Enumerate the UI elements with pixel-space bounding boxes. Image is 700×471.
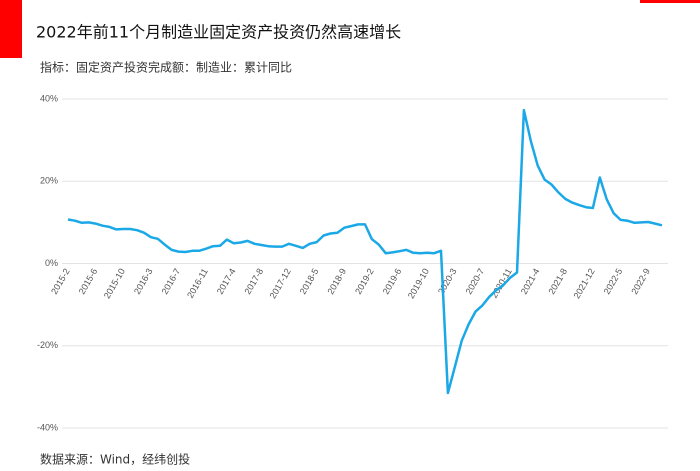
- x-tick-label: 2017-4: [215, 267, 238, 296]
- x-tick-label: 2016-3: [132, 267, 155, 296]
- source: 数据来源：Wind，经纬创投: [40, 452, 190, 467]
- x-tick-label: 2015-10: [102, 267, 127, 301]
- x-tick-label: 2020-7: [464, 267, 487, 296]
- x-tick-label: 2022-5: [602, 267, 625, 296]
- y-tick-label: 40%: [40, 93, 58, 103]
- x-tick-label: 2021-12: [572, 267, 597, 301]
- chart-title: 2022年前11个月制造业固定资产投资仍然高速增长: [36, 23, 401, 42]
- x-tick-label: 2020-3: [436, 267, 459, 296]
- accent-line: [640, 0, 700, 3]
- x-tick-label: 2018-5: [298, 267, 321, 296]
- y-tick-label: 20%: [40, 176, 58, 186]
- x-tick-label: 2017-12: [268, 267, 293, 301]
- y-tick-label: 0%: [45, 258, 58, 268]
- x-tick-label: 2016-11: [185, 267, 210, 300]
- x-tick-label: 2019-2: [353, 267, 376, 296]
- accent-bar: [0, 0, 22, 58]
- x-tick-label: 2017-8: [243, 267, 266, 296]
- x-tick-label: 2022-9: [629, 267, 652, 296]
- x-tick-label: 2015-6: [77, 267, 100, 296]
- x-tick-label: 2015-2: [49, 267, 72, 296]
- y-tick-label: -40%: [37, 422, 58, 432]
- data-line: [67, 108, 663, 395]
- x-tick-label: 2018-9: [325, 267, 348, 296]
- x-tick-label: 2021-8: [546, 267, 569, 296]
- y-tick-label: -20%: [37, 340, 58, 350]
- x-tick-label: 2019-6: [381, 267, 404, 296]
- x-tick-label: 2016-7: [160, 267, 183, 296]
- x-tick-label: 2019-10: [406, 267, 431, 301]
- subtitle: 指标：固定资产投资完成额：制造业：累计同比: [40, 60, 292, 75]
- x-tick-label: 2021-4: [519, 267, 542, 296]
